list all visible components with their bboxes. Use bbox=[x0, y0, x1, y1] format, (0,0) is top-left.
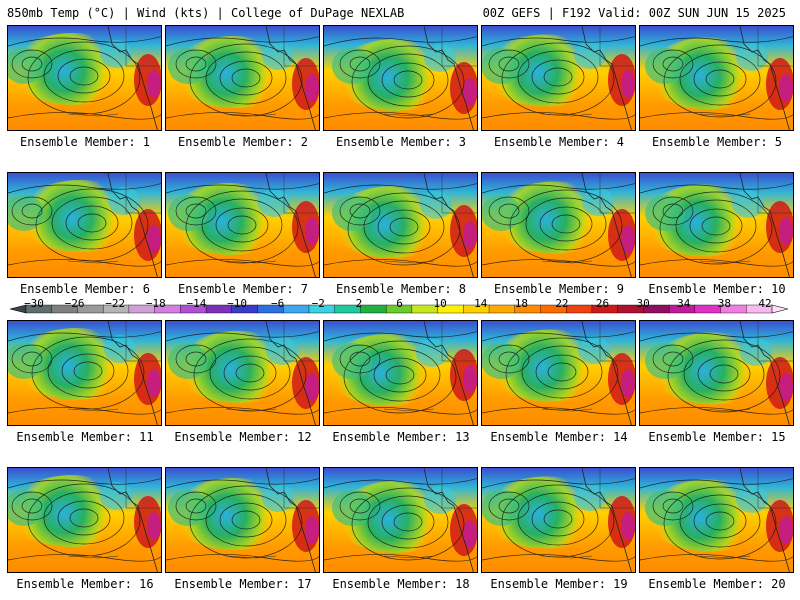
ensemble-map-12 bbox=[165, 320, 320, 426]
ensemble-member-label: Ensemble Member: 18 bbox=[332, 577, 470, 591]
ensemble-map-15 bbox=[639, 320, 794, 426]
ensemble-map-19 bbox=[481, 467, 636, 573]
ensemble-member-label: Ensemble Member: 14 bbox=[490, 430, 628, 444]
ensemble-member-label: Ensemble Member: 13 bbox=[332, 430, 470, 444]
temperature-colorbar bbox=[9, 304, 789, 314]
ensemble-member-label: Ensemble Member: 7 bbox=[177, 282, 309, 296]
colorbar-segment bbox=[360, 304, 387, 314]
colorbar-tick-label: −14 bbox=[186, 297, 207, 310]
ensemble-member-label: Ensemble Member: 16 bbox=[16, 577, 154, 591]
ensemble-member-label: Ensemble Member: 4 bbox=[493, 135, 625, 149]
ensemble-map-17 bbox=[165, 467, 320, 573]
colorbar-tick-label: 10 bbox=[433, 297, 447, 310]
header-valid-time: 00Z GEFS | F192 Valid: 00Z SUN JUN 15 20… bbox=[482, 6, 786, 20]
colorbar-tick-label: −18 bbox=[145, 297, 166, 310]
ensemble-map-8 bbox=[323, 172, 478, 278]
ensemble-map-16 bbox=[7, 467, 162, 573]
colorbar-tick-label: 22 bbox=[555, 297, 569, 310]
ensemble-member-label: Ensemble Member: 20 bbox=[648, 577, 786, 591]
colorbar-tick-label: 42 bbox=[758, 297, 772, 310]
colorbar-segment bbox=[488, 304, 516, 314]
ensemble-member-label: Ensemble Member: 5 bbox=[651, 135, 783, 149]
ensemble-map-9 bbox=[481, 172, 636, 278]
ensemble-member-label: Ensemble Member: 1 bbox=[19, 135, 151, 149]
ensemble-map-13 bbox=[323, 320, 478, 426]
ensemble-member-label: Ensemble Member: 8 bbox=[335, 282, 467, 296]
colorbar-tick-label: −22 bbox=[105, 297, 126, 310]
colorbar-tick-label: −10 bbox=[227, 297, 247, 310]
colorbar-high-arrow bbox=[771, 304, 789, 314]
colorbar-tick-label: 6 bbox=[396, 297, 403, 310]
ensemble-member-label: Ensemble Member: 2 bbox=[177, 135, 309, 149]
colorbar-tick-label: 14 bbox=[474, 297, 488, 310]
ensemble-map-11 bbox=[7, 320, 162, 426]
colorbar-segment bbox=[283, 304, 310, 314]
ensemble-map-3 bbox=[323, 25, 478, 131]
map-header: 850mb Temp (°C) | Wind (kts) | College o… bbox=[0, 0, 800, 24]
colorbar-tick-label: 30 bbox=[636, 297, 650, 310]
ensemble-map-6 bbox=[7, 172, 162, 278]
ensemble-member-label: Ensemble Member: 6 bbox=[19, 282, 151, 296]
colorbar-tick-label: −30 bbox=[24, 297, 44, 310]
colorbar-tick-label: 18 bbox=[514, 297, 528, 310]
ensemble-member-label: Ensemble Member: 3 bbox=[335, 135, 467, 149]
colorbar-tick-label: 2 bbox=[355, 297, 363, 310]
colorbar-segment bbox=[566, 304, 593, 314]
colorbar-tick-label: −6 bbox=[271, 297, 285, 310]
ensemble-member-label: Ensemble Member: 11 bbox=[16, 430, 154, 444]
ensemble-map-4 bbox=[481, 25, 636, 131]
ensemble-map-2 bbox=[165, 25, 320, 131]
ensemble-map-10 bbox=[639, 172, 794, 278]
ensemble-member-label: Ensemble Member: 10 bbox=[648, 282, 786, 296]
ensemble-member-label: Ensemble Member: 17 bbox=[174, 577, 312, 591]
ensemble-member-label: Ensemble Member: 19 bbox=[490, 577, 628, 591]
colorbar-tick-label: 26 bbox=[595, 297, 610, 310]
ensemble-member-label: Ensemble Member: 12 bbox=[174, 430, 312, 444]
ensemble-map-18 bbox=[323, 467, 478, 573]
colorbar-tick-label: −2 bbox=[311, 297, 325, 310]
ensemble-map-1 bbox=[7, 25, 162, 131]
ensemble-map-7 bbox=[165, 172, 320, 278]
colorbar-tick-label: 38 bbox=[717, 297, 731, 310]
ensemble-member-label: Ensemble Member: 9 bbox=[493, 282, 625, 296]
ensemble-member-label: Ensemble Member: 15 bbox=[648, 430, 786, 444]
colorbar-tick-label: −26 bbox=[64, 297, 85, 310]
ensemble-map-20 bbox=[639, 467, 794, 573]
ensemble-map-14 bbox=[481, 320, 636, 426]
colorbar-tick-label: 34 bbox=[677, 297, 691, 310]
header-title: 850mb Temp (°C) | Wind (kts) | College o… bbox=[7, 6, 405, 20]
ensemble-map-5 bbox=[639, 25, 794, 131]
